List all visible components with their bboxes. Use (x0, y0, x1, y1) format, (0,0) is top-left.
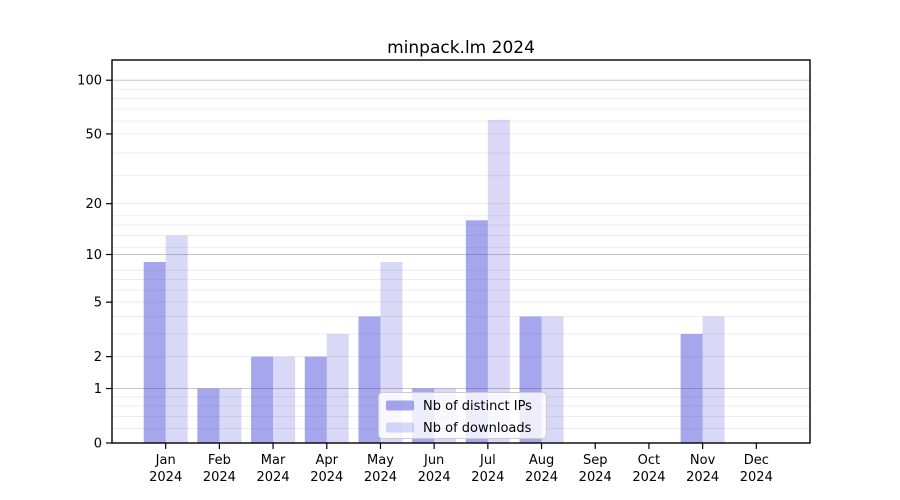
bar-downloads-aug (541, 316, 564, 443)
y-tick-label: 2 (94, 350, 102, 365)
bar-distinct-ips-mar (251, 356, 274, 443)
bar-downloads-jul (487, 119, 510, 444)
x-tick-label-month: Mar (261, 453, 286, 468)
x-tick-label-year: 2024 (364, 470, 397, 485)
axis-ticks-and-labels: 0 1 2 5 10 20 50 100 Jan 2024 Feb 2024 Mar 2024 Apr 202… (77, 74, 773, 485)
plot-border (111, 59, 811, 444)
x-tick-label-year: 2024 (257, 470, 290, 485)
y-tick-label: 100 (77, 74, 102, 89)
bar-downloads-mar (273, 356, 296, 443)
x-tick-label-year: 2024 (579, 470, 612, 485)
legend-box (378, 392, 547, 439)
legend-swatch-downloads (386, 422, 414, 433)
bar-downloads-jan (165, 235, 188, 443)
x-tick-label-month: Feb (208, 453, 231, 468)
legend-label-downloads: Nb of downloads (423, 421, 532, 436)
legend: Nb of distinct IPs Nb of downloads (378, 392, 547, 439)
bar-distinct-ips-jul (465, 220, 488, 443)
bar-distinct-ips-feb (197, 388, 220, 443)
x-tick-label-month: Jun (423, 453, 444, 468)
bar-downloads-feb (219, 388, 242, 443)
x-tick-label-year: 2024 (686, 470, 719, 485)
bar-distinct-ips-apr (304, 356, 327, 443)
bar-distinct-ips-nov (680, 334, 703, 443)
x-tick-label-year: 2024 (418, 470, 451, 485)
gridlines (112, 79, 810, 430)
x-tick-label-year: 2024 (471, 470, 504, 485)
x-tick-label-month: Oct (638, 453, 660, 468)
bar-distinct-ips-jan (143, 262, 166, 443)
x-tick-label-month: Aug (529, 453, 554, 468)
x-tick-label-month: Jul (479, 453, 496, 468)
y-tick-label: 10 (85, 248, 102, 263)
y-tick-label: 5 (94, 296, 102, 311)
x-tick-label-month: May (367, 453, 394, 468)
y-tick-label: 1 (94, 382, 102, 397)
x-tick-label-year: 2024 (740, 470, 773, 485)
axes-spines (111, 59, 811, 444)
x-tick-label-month: Sep (583, 453, 608, 468)
x-tick-label-month: Dec (744, 453, 769, 468)
y-tick-label: 20 (85, 197, 102, 212)
x-tick-label-month: Apr (316, 453, 339, 468)
bar-downloads-apr (326, 334, 349, 443)
bar-distinct-ips-may (358, 316, 381, 443)
x-tick-label-month: Nov (690, 453, 716, 468)
x-tick-label-year: 2024 (149, 470, 182, 485)
legend-label-distinct-ips: Nb of distinct IPs (423, 399, 532, 414)
chart-title: minpack.lm 2024 (387, 38, 535, 58)
y-tick-label: 50 (85, 127, 102, 142)
x-tick-label-year: 2024 (310, 470, 343, 485)
bar-downloads-nov (702, 316, 725, 443)
x-tick-label-year: 2024 (203, 470, 236, 485)
x-tick-label-year: 2024 (525, 470, 558, 485)
y-tick-label: 0 (94, 437, 102, 452)
x-tick-label-year: 2024 (632, 470, 665, 485)
x-tick-label-month: Jan (155, 453, 176, 468)
legend-swatch-distinct-ips (386, 400, 414, 411)
